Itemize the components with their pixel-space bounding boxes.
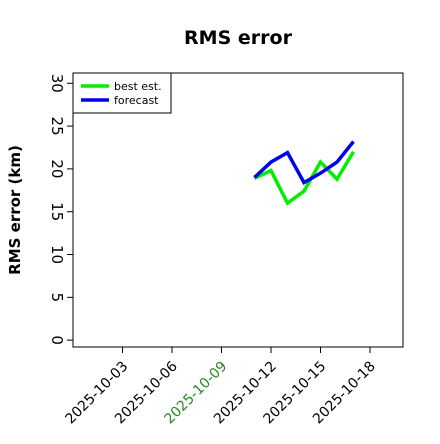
y-tick-label: 0: [48, 335, 66, 345]
legend-box: [72, 72, 172, 114]
y-tick-label: 30: [48, 74, 66, 93]
y-tick-label: 25: [48, 117, 66, 136]
y-tick-label: 15: [48, 202, 66, 221]
series-line: [253, 150, 355, 206]
legend-label: best est.: [114, 80, 162, 93]
series-line: [253, 140, 355, 186]
y-tick-label: 10: [48, 245, 66, 264]
y-axis-label: RMS error (km): [6, 145, 24, 275]
chart-title: RMS error: [184, 27, 293, 49]
plot-area: [72, 72, 404, 348]
y-tick-label: 5: [48, 293, 66, 303]
y-tick-label: 20: [48, 159, 66, 178]
legend-label: forecast: [114, 94, 159, 107]
